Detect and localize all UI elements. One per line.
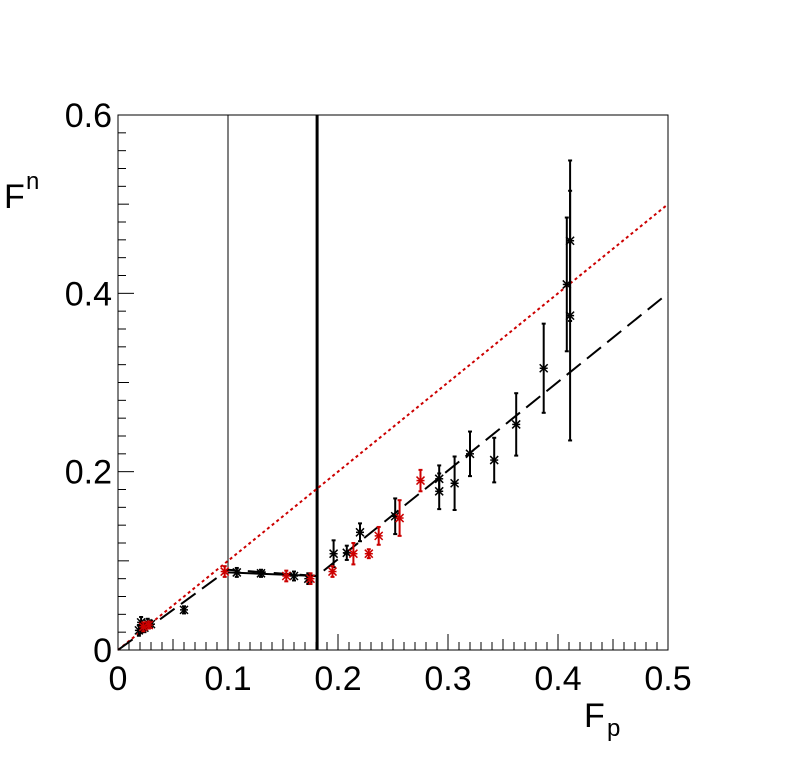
marker-stroke [565, 311, 575, 321]
data-point [465, 430, 475, 478]
curves [117, 203, 669, 651]
marker-stroke [489, 455, 499, 465]
dashed-curve [117, 292, 669, 651]
data-point [138, 621, 148, 633]
marker-stroke [329, 549, 339, 559]
data-point [511, 392, 521, 457]
data-point [281, 569, 291, 583]
data-point [565, 189, 575, 442]
x-tick-label: 0.2 [314, 660, 361, 698]
y-axis-title-subscript: n [26, 168, 39, 195]
data-point [364, 548, 374, 560]
data-point [434, 464, 444, 494]
dotted-curve [117, 203, 669, 651]
marker-stroke [465, 449, 475, 459]
marker-stroke [179, 605, 189, 615]
data-point [489, 436, 499, 484]
data-point [179, 605, 189, 615]
x-tick-label: 0.5 [644, 660, 691, 698]
data-point [539, 322, 549, 414]
y-tick-label: 0.6 [65, 97, 112, 135]
axis-ticks [117, 114, 669, 651]
marker-stroke [232, 567, 242, 577]
data-point [348, 542, 358, 566]
tick-labels: 0 0.1 0.2 0.3 0.4 0.5 0 0.2 0.4 0.6 [65, 97, 692, 698]
data-point [256, 568, 266, 578]
data-point [374, 525, 384, 546]
marker-stroke [434, 474, 444, 484]
x-axis-title: F [584, 697, 605, 735]
marker-stroke [289, 571, 299, 581]
x-axis-title-subscript: p [607, 715, 620, 742]
x-tick-label: 0.1 [204, 660, 251, 698]
y-tick-label: 0 [93, 632, 112, 670]
plot-frame [117, 114, 669, 651]
data-point [355, 522, 365, 543]
marker-stroke [256, 568, 266, 578]
data-point [342, 544, 352, 561]
data-point [289, 570, 299, 582]
x-tick-label: 0.4 [534, 660, 581, 698]
marker-stroke [390, 511, 400, 521]
y-tick-label: 0.4 [65, 275, 112, 313]
vertical-lines [227, 115, 319, 650]
marker-stroke [355, 527, 365, 537]
data-point [415, 468, 426, 493]
data-point [305, 572, 316, 586]
data-point [220, 565, 230, 578]
marker-stroke [511, 419, 521, 429]
solid-curve [227, 571, 318, 577]
data-points [134, 159, 575, 637]
y-axis-title: F [4, 178, 25, 216]
x-tick-label: 0.3 [424, 660, 471, 698]
data-point [232, 566, 242, 578]
data-point [450, 455, 460, 512]
marker-stroke [539, 363, 549, 373]
y-tick-label: 0.2 [65, 454, 112, 492]
data-point [327, 565, 338, 578]
marker-stroke [450, 478, 460, 488]
data-point [144, 620, 154, 630]
data-point [329, 539, 339, 569]
x-tick-label: 0 [109, 660, 128, 698]
data-point [395, 499, 405, 537]
